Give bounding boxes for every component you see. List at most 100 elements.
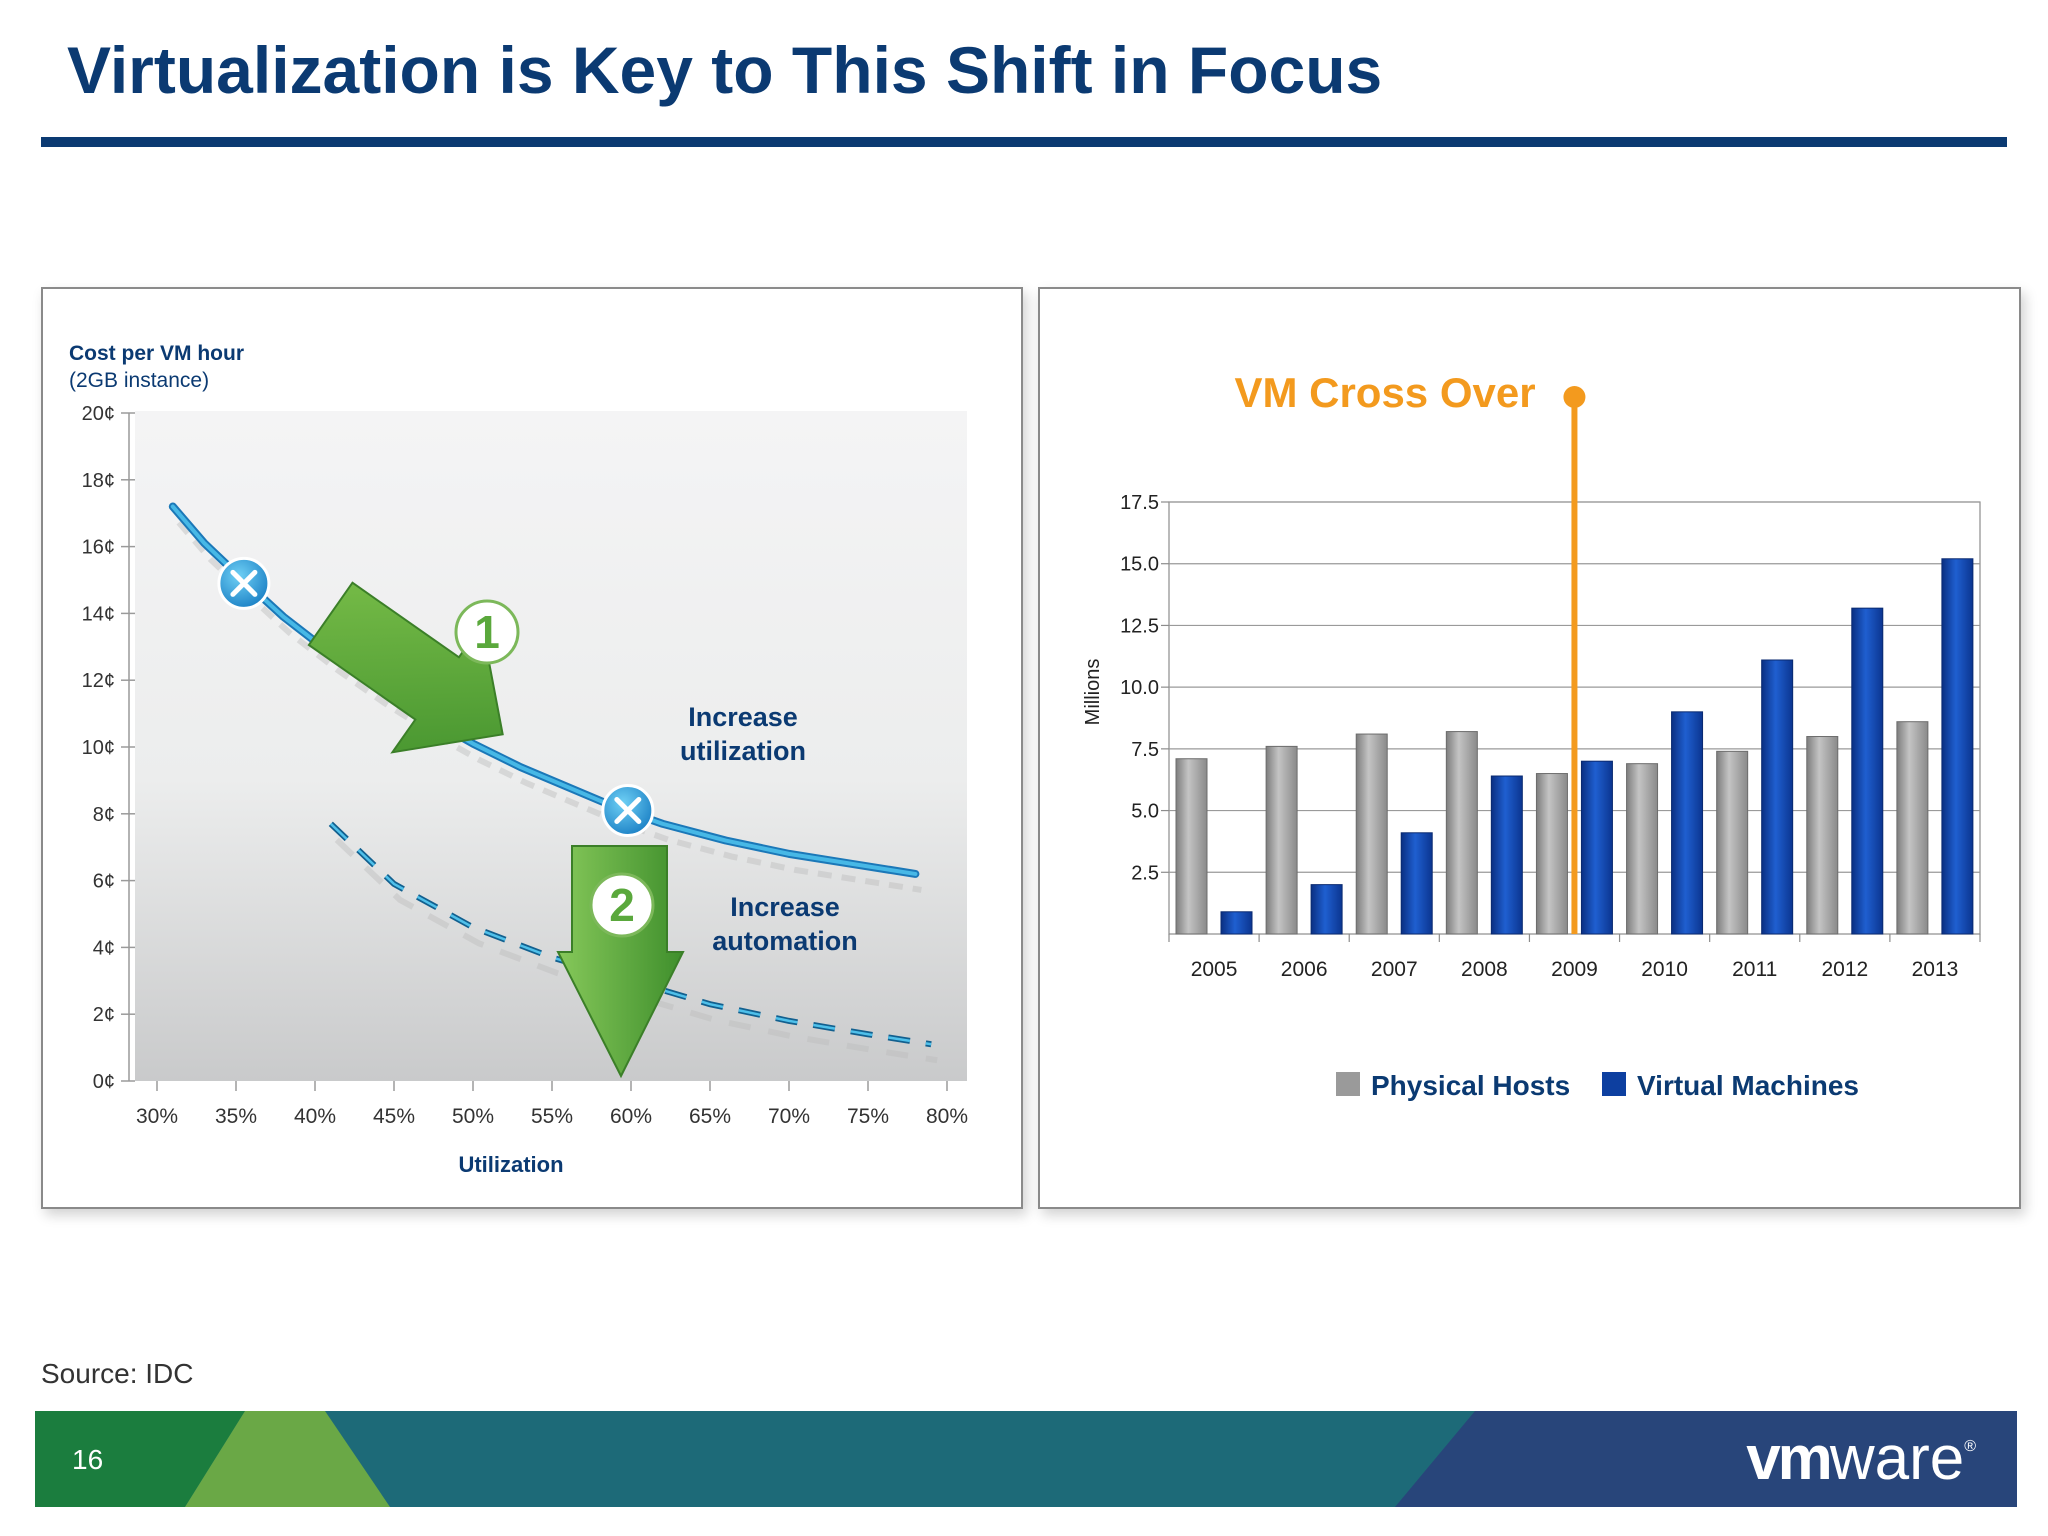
cost-y-tick-label: 10¢ (82, 737, 115, 759)
bar-y-tick-label: 17.5 (1120, 492, 1159, 514)
step-1-badge (454, 599, 520, 665)
cost-chart-subtitle: (2GB instance) (69, 369, 209, 392)
automation-arrow: 2 (556, 845, 685, 1079)
step-2-number: 2 (609, 879, 635, 931)
step-2-badge (589, 872, 655, 938)
cost-y-tick-label: 0¢ (93, 1071, 115, 1093)
bar-x-tick-label: 2012 (1821, 958, 1868, 981)
bar-x-tick-label: 2013 (1912, 958, 1959, 981)
x-circle-icon (601, 783, 655, 837)
bar-y-axis-label: Millions (1082, 659, 1104, 726)
x-circle-icon (217, 556, 271, 610)
bar-y-tick-label: 7.5 (1131, 739, 1159, 761)
legend-virtual-swatch (1602, 1072, 1626, 1096)
physical-hosts-bar (1265, 745, 1298, 935)
cost-y-tick-label: 18¢ (82, 470, 115, 492)
cost-curve-shadow (176, 520, 922, 893)
footer-band (35, 1411, 2017, 1507)
cost-y-tick-label: 20¢ (82, 403, 115, 425)
page-number: 16 (72, 1444, 104, 1475)
increase-utilization-label-1: Increase (688, 702, 798, 732)
cost-x-tick-label: 35% (215, 1105, 257, 1128)
cost-x-tick-label: 80% (926, 1105, 968, 1128)
physical-hosts-bar (1535, 773, 1568, 935)
virtual-machines-bar (1761, 659, 1794, 935)
physical-hosts-bar (1806, 736, 1839, 935)
physical-hosts-bar (1445, 731, 1478, 935)
cost-chart: Cost per VM hour (2GB instance) 0¢ 2¢ 4¢ 6¢… (69, 342, 968, 1177)
crossover-marker-dot (1563, 386, 1586, 408)
bar-y-tick-label: 15.0 (1120, 554, 1159, 576)
bar-marks (1175, 558, 1974, 935)
physical-hosts-bar (1626, 763, 1659, 935)
bar-x-tick-label: 2005 (1191, 958, 1238, 981)
increase-automation-label-2: automation (712, 926, 858, 956)
cost-x-tick-label: 30% (136, 1105, 178, 1128)
legend-physical-label: Physical Hosts (1371, 1070, 1570, 1101)
physical-hosts-bar (1355, 733, 1388, 935)
cost-plot-background (135, 411, 967, 1081)
cost-y-tick-label: 8¢ (93, 804, 115, 826)
vm-bar-chart: VM Cross Over 2.5 5.0 7.5 10.0 12.5 15.0 17.5 2… (1082, 369, 1981, 1101)
marker-x-stroke (614, 796, 642, 824)
legend-virtual-label: Virtual Machines (1637, 1070, 1859, 1101)
cost-x-axis-label: Utilization (458, 1152, 563, 1177)
cost-x-tick-label: 60% (610, 1105, 652, 1128)
logo-registered-mark: ® (1964, 1438, 1976, 1455)
title-rule (41, 137, 2007, 147)
vm-crossover-panel: VM Cross Over 2.5 5.0 7.5 10.0 12.5 15.0 17.5 2… (1038, 287, 2021, 1209)
cost-y-tick-label: 14¢ (82, 603, 115, 625)
cost-x-tick-label: 65% (689, 1105, 731, 1128)
cost-y-tick-label: 4¢ (93, 937, 115, 959)
cost-chart-panel: Cost per VM hour (2GB instance) 0¢ 2¢ 4¢ 6¢… (41, 287, 1023, 1209)
cost-y-tick-label: 12¢ (82, 670, 115, 692)
bar-y-tick-label: 5.0 (1131, 801, 1159, 823)
slide-title: Virtualization is Key to This Shift in F… (67, 33, 1383, 107)
virtual-machines-bar (1580, 760, 1613, 935)
logo-vm: vm (1746, 1423, 1833, 1493)
cost-chart-title: Cost per VM hour (69, 342, 244, 365)
cost-x-tick-label: 50% (452, 1105, 494, 1128)
cost-y-tick-label: 2¢ (93, 1004, 115, 1026)
marker-x-stroke (230, 569, 258, 597)
cost-axes: 0¢ 2¢ 4¢ 6¢ 8¢ 10¢ 12¢ 14¢ 16¢ 18¢ 20¢ 30% 35% 40% 45%… (82, 403, 968, 1128)
cost-x-tick-label: 75% (847, 1105, 889, 1128)
physical-hosts-bar (1716, 750, 1749, 935)
cost-x-tick-label: 40% (294, 1105, 336, 1128)
bar-x-tick-label: 2011 (1732, 958, 1777, 981)
bar-x-tick-label: 2006 (1281, 958, 1328, 981)
physical-hosts-bar (1896, 721, 1929, 935)
crossover-line (1563, 386, 1586, 934)
step-1-number: 1 (474, 606, 500, 658)
vm-cross-over-label: VM Cross Over (1234, 369, 1535, 416)
virtual-machines-bar (1400, 832, 1433, 935)
increase-utilization-label-2: utilization (680, 736, 806, 766)
vmware-logo: vm ware ® (1746, 1418, 1976, 1498)
virtual-machines-bar (1941, 558, 1974, 935)
source-note: Source: IDC (41, 1358, 194, 1389)
virtual-machines-bar (1671, 711, 1704, 935)
utilization-arrow: 1 (307, 581, 520, 754)
cost-y-tick-label: 6¢ (93, 871, 115, 893)
cost-x-tick-label: 45% (373, 1105, 415, 1128)
logo-ware: ware (1829, 1423, 1965, 1493)
bar-y-tick-label: 10.0 (1120, 677, 1159, 699)
cost-y-tick-label: 16¢ (82, 537, 115, 559)
cost-markers (217, 556, 655, 837)
bar-x-tick-label: 2007 (1371, 958, 1418, 981)
target-curve-shadow (334, 837, 938, 1064)
bar-y-tick-label: 2.5 (1131, 862, 1159, 884)
increase-automation-label-1: Increase (730, 892, 840, 922)
bar-y-tick-label: 12.5 (1120, 615, 1159, 637)
bar-x-tick-label: 2010 (1641, 958, 1688, 981)
virtual-machines-bar (1220, 911, 1253, 935)
bar-x-tick-label: 2009 (1551, 958, 1598, 981)
bar-x-tick-label: 2008 (1461, 958, 1508, 981)
legend-physical-swatch (1336, 1072, 1360, 1096)
physical-hosts-bar (1175, 758, 1208, 935)
virtual-machines-bar (1490, 775, 1523, 935)
cost-x-tick-label: 55% (531, 1105, 573, 1128)
virtual-machines-bar (1310, 884, 1343, 935)
virtual-machines-bar (1851, 607, 1884, 935)
cost-x-tick-label: 70% (768, 1105, 810, 1128)
